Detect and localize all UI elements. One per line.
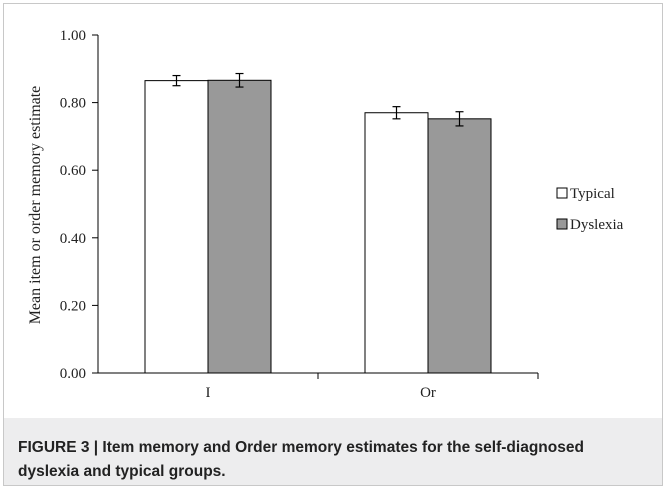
y-tick-label: 0.20	[60, 298, 86, 314]
y-tick-label: 0.80	[60, 96, 86, 112]
y-tick-label: 0.60	[60, 163, 86, 179]
bar-typical-or	[364, 112, 429, 374]
bar-dyslexia-i	[207, 79, 272, 374]
bar-chart: 0.00 0.20 0.40 0.60 0.80 1.00 I Or Typical Dysl…	[27, 28, 624, 401]
bar-marks	[144, 79, 492, 374]
y-axis-label: Mean item or order memory estimate	[27, 86, 44, 325]
legend-label-typical: Typical	[570, 186, 615, 202]
y-tick-label: 0.00	[60, 366, 86, 382]
legend-label-dyslexia: Dyslexia	[570, 217, 624, 233]
figure-frame	[3, 3, 663, 486]
legend: Typical Dyslexia	[556, 186, 624, 233]
bar-dyslexia-or	[427, 118, 492, 374]
y-tick-label: 1.00	[60, 28, 86, 44]
y-axis-ticks: 0.00 0.20 0.40 0.60 0.80 1.00	[60, 28, 98, 382]
x-tick-label: Or	[420, 385, 436, 401]
legend-swatch-typical	[556, 187, 568, 199]
legend-swatch-dyslexia	[556, 218, 568, 230]
error-bars	[172, 72, 464, 127]
y-tick-label: 0.40	[60, 231, 86, 247]
x-axis-labels: I Or	[206, 373, 539, 401]
figure-caption: FIGURE 3 | Item memory and Order memory …	[18, 439, 584, 480]
bar-typical-i	[144, 80, 209, 374]
x-tick-label: I	[206, 385, 211, 401]
caption-band	[4, 418, 662, 485]
